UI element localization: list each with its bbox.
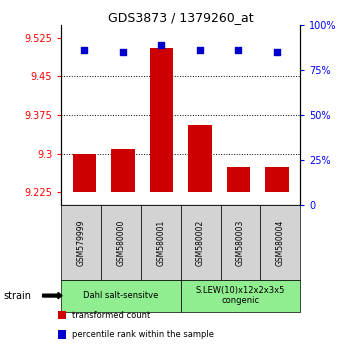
- Text: GSM579999: GSM579999: [77, 219, 86, 266]
- Text: percentile rank within the sample: percentile rank within the sample: [72, 330, 213, 339]
- Title: GDS3873 / 1379260_at: GDS3873 / 1379260_at: [108, 11, 254, 24]
- Bar: [189, 125, 211, 193]
- Text: GSM580001: GSM580001: [156, 219, 165, 266]
- Text: strain: strain: [3, 291, 31, 301]
- Point: [82, 47, 87, 53]
- Point: [274, 49, 280, 55]
- Point: [236, 47, 241, 53]
- Bar: [227, 167, 250, 193]
- Point: [159, 42, 164, 47]
- Text: transformed count: transformed count: [72, 310, 150, 320]
- Bar: [73, 154, 96, 193]
- Point: [197, 47, 203, 53]
- Bar: [265, 167, 288, 193]
- Point: [120, 49, 126, 55]
- Text: GSM580004: GSM580004: [276, 219, 285, 266]
- Bar: [150, 48, 173, 193]
- Text: S.LEW(10)x12x2x3x5
congenic: S.LEW(10)x12x2x3x5 congenic: [196, 286, 285, 305]
- Text: GSM580000: GSM580000: [117, 219, 125, 266]
- Bar: [112, 149, 135, 193]
- Text: GSM580003: GSM580003: [236, 219, 245, 266]
- Text: GSM580002: GSM580002: [196, 219, 205, 266]
- Text: Dahl salt-sensitve: Dahl salt-sensitve: [83, 291, 159, 300]
